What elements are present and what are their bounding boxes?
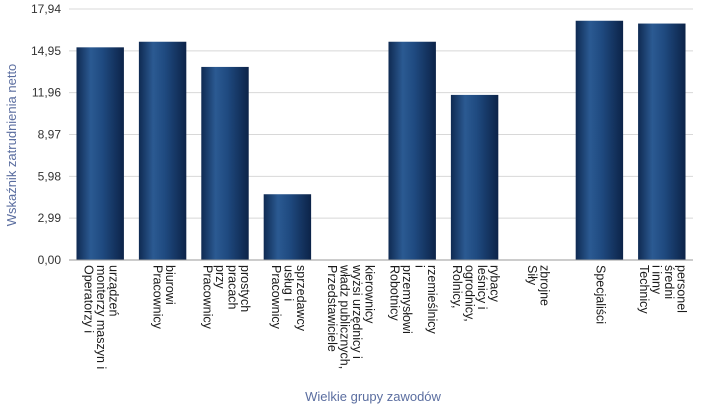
x-category-label-line: biurowi [163,265,177,305]
y-tick-label: 2,99 [38,211,62,225]
x-category-label-line: prostych [238,265,252,312]
x-category-label-line: usług i [281,265,295,301]
x-category-label-line: władz publicznych, [338,264,352,369]
x-category-label-line: wyżsi urzędnicy i [350,264,364,359]
x-category-label-line: personel [675,265,689,313]
y-tick-label: 8,97 [38,128,62,142]
y-tick-label: 5,98 [38,169,62,183]
x-category-label-line: Rolnicy, [450,265,464,309]
y-axis-ticks: 0,00 2,99 5,98 8,97 11,96 14,95 17,94 [31,2,61,267]
bar [201,66,249,260]
x-category-label-line: rzemieślnicy [425,265,439,335]
x-category-label-line: i [412,265,426,268]
x-category-label-line: Robotnicy [387,265,401,321]
x-category-label-line: sprzedawcy [294,265,308,332]
y-tick-label: 14,95 [31,44,61,58]
x-category-label: Specjaliści [593,265,607,324]
x-category-label-line: Przedstawiciele [325,265,339,352]
y-axis-title: Wskaźnik zatrudnienia netto [4,64,19,227]
y-tick-label: 0,00 [38,253,62,267]
x-category-label-line: Pracownicy [150,265,164,330]
x-category-label-line: i inny [650,265,664,295]
x-category-label-line: zbrojne [537,265,551,306]
x-axis-title: Wielkie grupy zawodów [305,389,441,404]
x-category-label-line: przemysłowi [400,265,414,334]
x-category-label-line: rybacy [487,265,501,303]
x-category-label-line: leśnicy i [475,265,489,309]
x-category-label-line: średni [662,265,676,299]
x-category-label-line: Pracownicy [200,265,214,330]
x-category-label-line: kierownicy [363,265,377,324]
x-category-label-line: Specjaliści [593,265,607,324]
y-tick-label: 17,94 [31,2,61,16]
x-category-label-line: przy [213,265,227,289]
x-category-label-line: Operatorzy i [82,265,96,333]
bar [638,23,686,261]
bar [138,41,187,260]
x-category-label-line: monterzy maszyn i [94,265,108,369]
bar [388,41,436,260]
x-category-label-line: Pracownicy [269,265,283,330]
bar [575,20,624,261]
x-category-label-line: Technicy [637,265,651,314]
y-tick-label: 11,96 [32,86,61,100]
bar [263,194,312,260]
x-category-label-line: ogrodnicy, [462,265,476,322]
bar [76,47,124,260]
x-category-label-line: Siły [525,265,539,286]
x-category-label-line: urządzeń [107,265,121,316]
bar [450,94,499,260]
x-category-label-line: pracach [225,265,239,310]
bars [76,20,686,261]
